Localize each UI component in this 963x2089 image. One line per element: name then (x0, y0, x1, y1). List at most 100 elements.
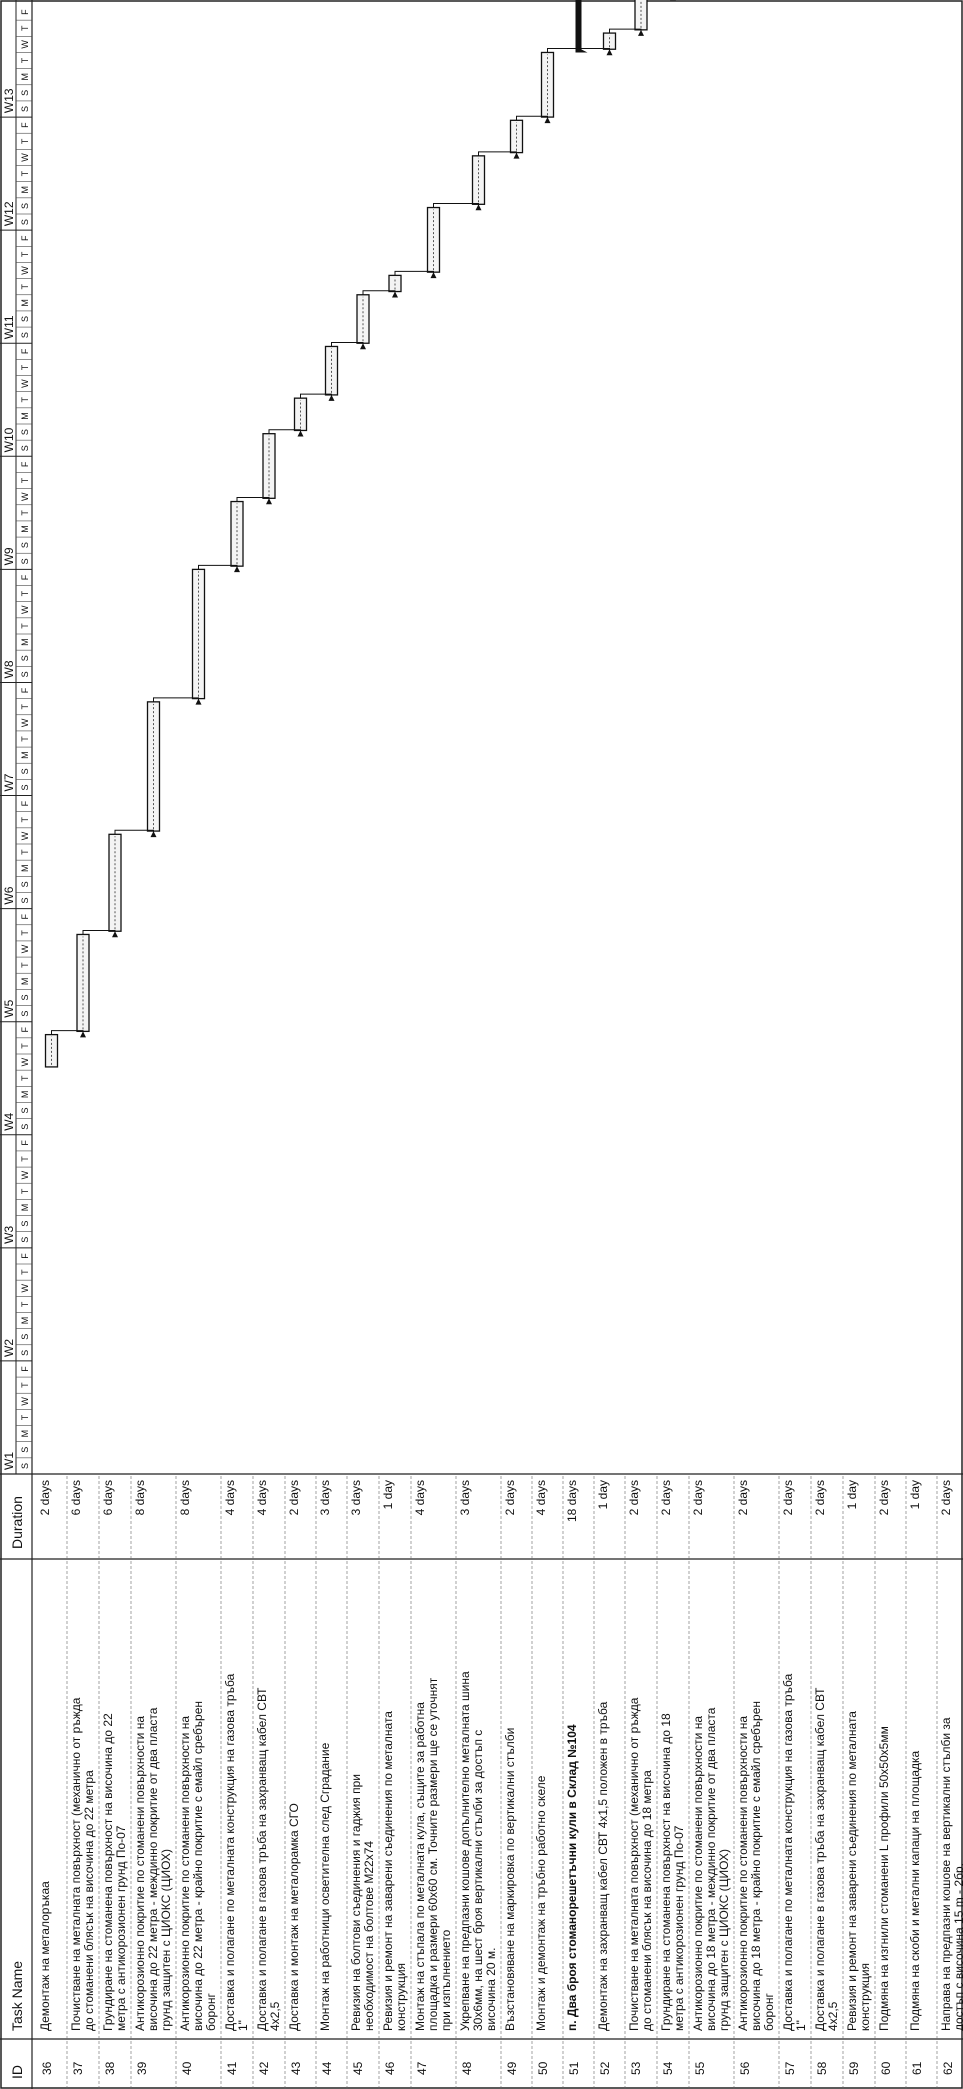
task-id: 39 (135, 2061, 149, 2075)
task-id: 38 (103, 2061, 117, 2075)
task-row-40[interactable]: 40 Антикорозионно покритие по стоманени п… (178, 1474, 222, 2089)
task-row-44[interactable]: 44 Монтаж на работници осветителна след С… (318, 1474, 348, 2089)
task-name-line: Грундиране на стоманена повърхност на ви… (101, 1713, 115, 2031)
task-id: 41 (225, 2061, 239, 2075)
week-label: W6 (2, 886, 16, 904)
task-row-52[interactable]: 52 Демонтаж на захранващ кабел СВТ 4х1,5 … (596, 1474, 626, 2089)
day-letter: S (20, 1221, 30, 1227)
task-id: 55 (693, 2061, 707, 2075)
day-letter: M (20, 1091, 30, 1099)
task-row-37[interactable]: 37 Почистване на металната повърхност (ме… (69, 1474, 100, 2089)
task-row-54[interactable]: 54 Грундиране на стоманена повърхност на … (659, 1474, 690, 2089)
task-row-59[interactable]: 59 Ревизия и ремонт на заварени съединени… (845, 1474, 876, 2089)
day-letter: T (20, 1301, 30, 1307)
task-id: 58 (815, 2061, 829, 2075)
task-row-42[interactable]: 42 Доставка и полагане в газова тръба на … (255, 1474, 286, 2089)
task-row-57[interactable]: 57 Доставка и полагане по металната конст… (781, 1474, 812, 2089)
task-name-line: Доставка и полагане в газова тръба на за… (813, 1687, 827, 2031)
task-name-line: Доставка и полагане по металната констру… (223, 1673, 237, 2031)
task-name-line: Антикорозионно покритие по стоманени пов… (691, 1716, 705, 2031)
task-row-53[interactable]: 53 Почистване на металната повърхност (ме… (627, 1474, 658, 2089)
day-letter: S (20, 1350, 30, 1356)
day-letter: W (20, 379, 30, 388)
day-letter: T (20, 57, 30, 63)
task-row-55[interactable]: 55 Антикорозионно покритие по стоманени п… (691, 1474, 735, 2089)
dependency-arrow (80, 1031, 86, 1038)
day-letter: S (20, 332, 30, 338)
task-name-line: Демонтаж на захранващ кабел СВТ 4х1,5 по… (596, 1701, 610, 2031)
task-row-43[interactable]: 43 Доставка и монтаж на металорамка СГО 2 … (287, 1474, 317, 2089)
task-row-39[interactable]: 39 Антикорозионно покритие по стоманени п… (133, 1474, 177, 2089)
task-row-51[interactable]: 51 п. Два броя стоманорешетъчни кули в Ск… (565, 1474, 595, 2089)
task-row-49[interactable]: 49 Възстановяване на маркировка по вертик… (503, 1474, 533, 2089)
day-letter: W (20, 492, 30, 501)
dependency-arrow (544, 117, 551, 124)
day-letter: M (20, 1430, 30, 1438)
day-letter: M (20, 73, 30, 81)
task-id: 48 (460, 2061, 474, 2075)
task-duration: 3 days (318, 1480, 332, 1515)
task-name-line: Монтаж на работници осветителна след Сгр… (318, 1742, 332, 2031)
task-duration: 1 day (381, 1480, 395, 1509)
dependency-arrow (513, 152, 520, 159)
task-row-41[interactable]: 41 Доставка и полагане по металната конст… (223, 1474, 254, 2089)
day-letter: F (20, 461, 30, 467)
task-duration: 4 days (255, 1480, 269, 1515)
day-letter: S (20, 542, 30, 548)
day-letter: S (20, 1237, 30, 1243)
task-row-36[interactable]: 36 Демонтаж на металоpъкаа 2 days (38, 1474, 68, 2089)
task-duration: 6 days (101, 1480, 115, 1515)
task-duration: 18 days (565, 1480, 579, 1522)
task-id: 52 (598, 2061, 612, 2075)
day-letter: S (20, 203, 30, 209)
day-letter: F (20, 574, 30, 580)
day-letter: F (20, 800, 30, 806)
task-duration: 4 days (223, 1480, 237, 1515)
summary-bar-51[interactable] (575, 0, 582, 53)
day-letter: T (20, 510, 30, 516)
day-letter: S (20, 671, 30, 677)
day-letter: W (20, 718, 30, 727)
task-row-48[interactable]: 48 Укрепване на предпазни кошове допълнит… (458, 1474, 502, 2089)
day-letter: T (20, 477, 30, 483)
task-duration: 2 days (659, 1480, 673, 1515)
task-name-line: метра с антикорозионен грунд По-07 (114, 1825, 128, 2031)
task-row-60[interactable]: 60 Подмяна на изгнили стоманени L профили… (877, 1474, 907, 2089)
task-duration: 1 day (908, 1480, 922, 1509)
task-row-45[interactable]: 45 Ревизия на болтови съединения и гаджия… (349, 1474, 380, 2089)
gantt-bars (44, 0, 676, 1068)
day-letter: T (20, 1156, 30, 1162)
task-name-line: 1" (236, 2020, 250, 2031)
task-name-line: височина до 18 метра - междинно покритие… (704, 1707, 718, 2031)
day-letter: W (20, 40, 30, 49)
day-letter: W (20, 266, 30, 275)
day-letter: M (20, 751, 30, 759)
dependency-link (153, 697, 199, 702)
task-row-46[interactable]: 46 Ревизия и ремонт на заварени съединени… (381, 1474, 412, 2089)
dependency-arrow (430, 272, 437, 279)
task-row-58[interactable]: 58 Доставка и полагане в газова тръба на … (813, 1474, 844, 2089)
week-label: W2 (2, 1339, 16, 1357)
task-row-38[interactable]: 38 Грундиране на стоманена повърхност на … (101, 1474, 132, 2089)
task-duration: 2 days (736, 1480, 750, 1515)
day-letter: M (20, 1204, 30, 1212)
day-letter: T (20, 817, 30, 823)
task-duration: 2 days (781, 1480, 795, 1515)
day-letter: M (20, 412, 30, 420)
day-letter: S (20, 1108, 30, 1114)
task-row-61[interactable]: 61 Подмяна на скоби и метални капаци на п… (908, 1474, 938, 2089)
day-letter: S (20, 1011, 30, 1017)
day-letter: T (20, 736, 30, 742)
task-row-50[interactable]: 50 Монтаж и демонтаж на тръбно работно ск… (534, 1474, 564, 2089)
task-row-47[interactable]: 47 Монтаж на стъпала по металната кула, с… (413, 1474, 457, 2089)
task-id: 54 (661, 2061, 675, 2075)
day-letter: M (20, 978, 30, 986)
task-row-62[interactable]: 62 Направа на предпазни кошове на вертика… (939, 1474, 963, 2089)
task-row-56[interactable]: 56 Антикорозионно покритие по стоманени п… (736, 1474, 780, 2089)
task-duration: 2 days (877, 1480, 891, 1515)
day-letter: S (20, 784, 30, 790)
task-id: 40 (180, 2061, 194, 2075)
task-id: 42 (257, 2061, 271, 2075)
task-id: 47 (415, 2061, 429, 2075)
